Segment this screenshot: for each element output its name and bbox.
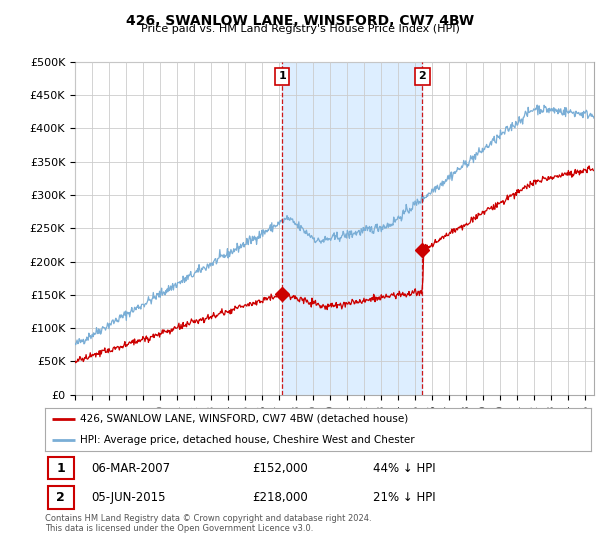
FancyBboxPatch shape bbox=[48, 457, 74, 479]
Text: HPI: Average price, detached house, Cheshire West and Chester: HPI: Average price, detached house, Ches… bbox=[80, 435, 415, 445]
Text: 1: 1 bbox=[278, 71, 286, 81]
Text: 2: 2 bbox=[419, 71, 427, 81]
Text: £218,000: £218,000 bbox=[253, 491, 308, 504]
Text: Contains HM Land Registry data © Crown copyright and database right 2024.
This d: Contains HM Land Registry data © Crown c… bbox=[45, 514, 371, 534]
Text: 426, SWANLOW LANE, WINSFORD, CW7 4BW (detached house): 426, SWANLOW LANE, WINSFORD, CW7 4BW (de… bbox=[80, 414, 409, 424]
Bar bbox=[282, 62, 422, 395]
Text: 05-JUN-2015: 05-JUN-2015 bbox=[91, 491, 166, 504]
Text: 2: 2 bbox=[56, 491, 65, 504]
Text: 1: 1 bbox=[56, 461, 65, 475]
Text: 06-MAR-2007: 06-MAR-2007 bbox=[91, 461, 170, 475]
Text: 426, SWANLOW LANE, WINSFORD, CW7 4BW: 426, SWANLOW LANE, WINSFORD, CW7 4BW bbox=[126, 14, 474, 28]
Text: 21% ↓ HPI: 21% ↓ HPI bbox=[373, 491, 435, 504]
Text: 44% ↓ HPI: 44% ↓ HPI bbox=[373, 461, 435, 475]
FancyBboxPatch shape bbox=[48, 486, 74, 508]
Text: £152,000: £152,000 bbox=[253, 461, 308, 475]
Text: Price paid vs. HM Land Registry's House Price Index (HPI): Price paid vs. HM Land Registry's House … bbox=[140, 24, 460, 34]
